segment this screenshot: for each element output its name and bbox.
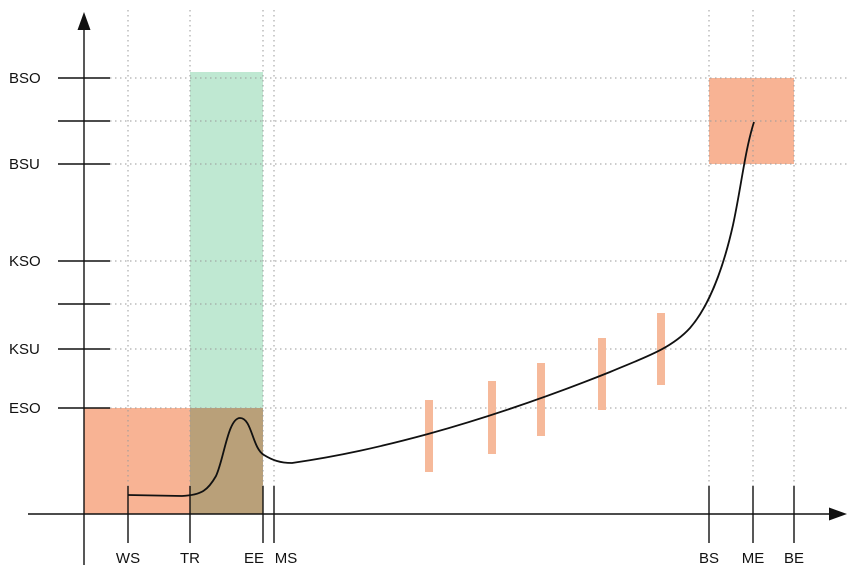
error-bar: [488, 381, 496, 454]
y-label-bso: BSO: [9, 70, 41, 87]
y-label-kso: KSO: [9, 253, 41, 270]
error-bars: [425, 313, 665, 472]
x-label-ms: MS: [275, 550, 298, 567]
overlap-region: [190, 408, 263, 514]
x-label-me: ME: [742, 550, 765, 567]
y-label-bsu: BSU: [9, 156, 40, 173]
green-region: [190, 72, 263, 408]
process-curve: [127, 121, 755, 497]
y-ticks: [58, 77, 110, 409]
error-bar: [425, 400, 433, 472]
y-axis-arrow: [77, 12, 91, 30]
x-label-ee: EE: [244, 550, 264, 567]
y-label-eso: ESO: [9, 400, 41, 417]
x-label-tr: TR: [180, 550, 200, 567]
x-label-bs: BS: [699, 550, 719, 567]
x-label-be: BE: [784, 550, 804, 567]
y-label-ksu: KSU: [9, 341, 40, 358]
x-axis-arrow: [829, 507, 847, 521]
error-bar: [598, 338, 606, 410]
orange-region-left: [84, 408, 190, 514]
error-bar: [537, 363, 545, 436]
x-label-ws: WS: [116, 550, 140, 567]
